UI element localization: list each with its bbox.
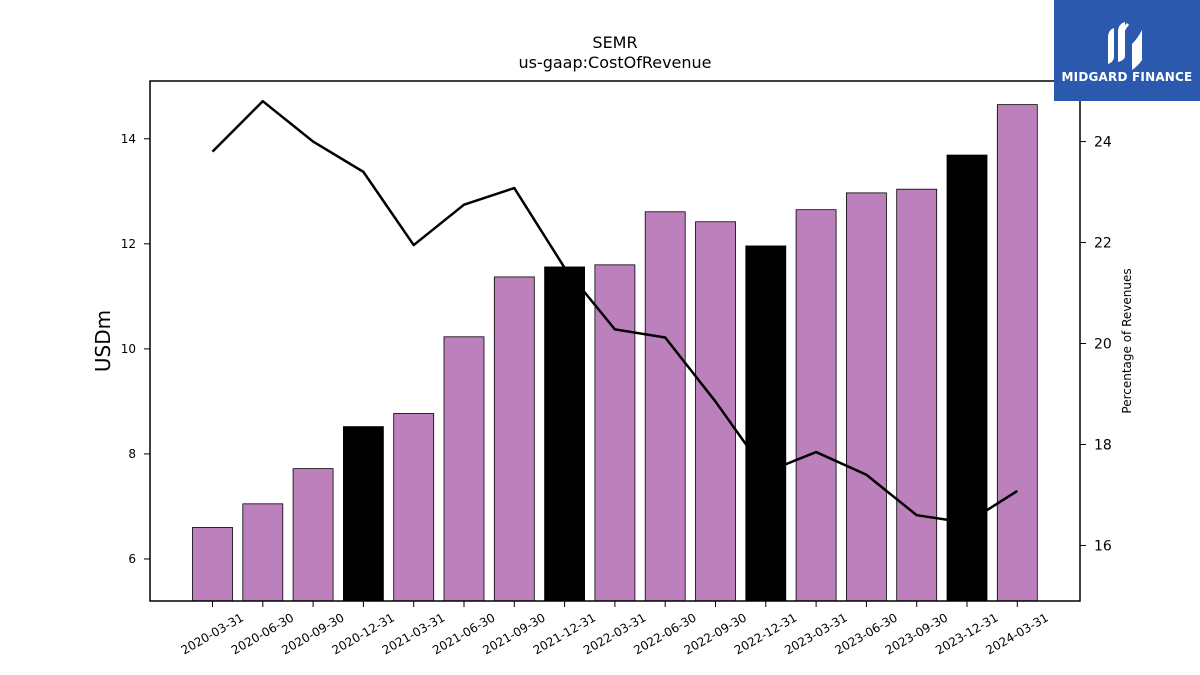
y2-tick-label: 20 <box>1094 337 1112 353</box>
y-tick-label: 8 <box>128 447 136 461</box>
bar <box>996 104 1038 602</box>
bar <box>745 245 787 602</box>
bar <box>443 336 485 602</box>
y-axis-label: USDm <box>91 310 115 372</box>
bar <box>644 211 686 602</box>
bar <box>946 154 988 602</box>
y2-tick-label: 24 <box>1094 135 1112 151</box>
bar <box>393 413 435 602</box>
brand-name: MIDGARD FINANCE <box>1061 70 1193 84</box>
bar <box>493 276 535 602</box>
y-tick-label: 10 <box>121 342 136 356</box>
bar <box>695 221 736 602</box>
bar <box>896 188 938 602</box>
revenue-percentage-line <box>211 99 1018 524</box>
y2-tick-label: 16 <box>1094 538 1112 554</box>
brand-logo: MIDGARD FINANCE <box>1054 0 1200 101</box>
bar <box>242 503 284 602</box>
bar <box>192 527 233 602</box>
y2-tick-label: 22 <box>1094 236 1112 252</box>
bar <box>846 192 887 602</box>
y2-axis-label: Percentage of Revenues <box>1120 268 1134 413</box>
y-tick-label: 12 <box>121 237 136 251</box>
y-tick-label: 6 <box>128 552 136 566</box>
midgard-finance-logo-icon <box>1054 0 1200 101</box>
bar <box>594 264 636 602</box>
chart-title: SEMR <box>592 33 637 52</box>
bar <box>544 266 585 602</box>
y-tick-label: 14 <box>121 132 136 146</box>
bar <box>795 209 837 602</box>
bar <box>292 468 334 602</box>
y2-tick-label: 18 <box>1094 437 1112 453</box>
bar <box>342 426 384 602</box>
plot-frame <box>149 80 1081 602</box>
chart-subtitle: us-gaap:CostOfRevenue <box>518 53 711 72</box>
